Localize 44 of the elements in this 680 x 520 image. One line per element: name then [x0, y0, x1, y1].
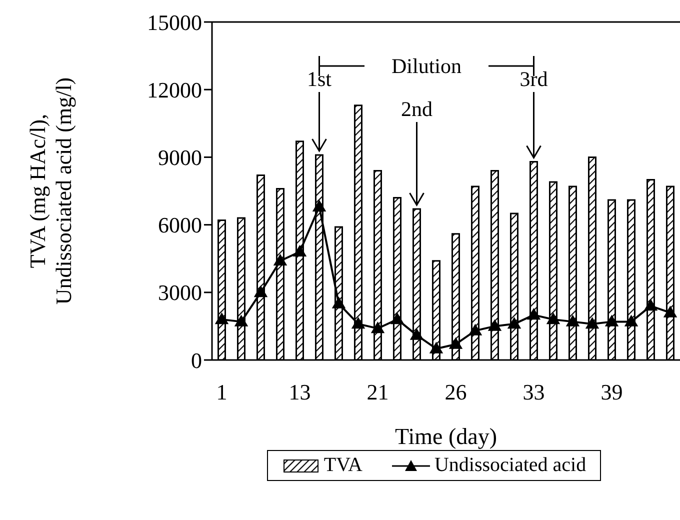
- point: [527, 308, 540, 320]
- point: [586, 317, 599, 329]
- y-tick-label: 0: [191, 348, 202, 373]
- point: [390, 312, 404, 324]
- y-tick-label: 9000: [158, 145, 202, 170]
- x-tick-label: 21: [366, 380, 389, 405]
- legend-label: TVA: [322, 454, 362, 477]
- point: [449, 338, 462, 349]
- y-tick-label: 15000: [147, 10, 202, 35]
- point: [312, 200, 326, 212]
- point: [234, 315, 248, 326]
- annotation: 3rd: [520, 67, 548, 91]
- point: [468, 324, 482, 336]
- annotation: Dilution: [391, 54, 462, 78]
- point: [352, 317, 365, 329]
- point: [644, 299, 658, 311]
- point: [254, 286, 268, 298]
- annotation: 1st: [306, 67, 332, 91]
- point: [332, 297, 346, 308]
- point: [488, 320, 502, 331]
- x-tick-label: 26: [444, 380, 467, 405]
- point: [430, 342, 443, 354]
- y-axis-title: TVA (mg HAc/l), Undissociated acid (mg/l): [25, 77, 76, 305]
- point: [508, 317, 521, 329]
- x-tick-label: 13: [288, 380, 311, 405]
- point: [566, 315, 580, 326]
- y-tick-label: 12000: [147, 77, 202, 102]
- y-tick-label: 3000: [158, 280, 202, 306]
- x-tick-label: 39: [600, 380, 623, 405]
- point: [546, 312, 560, 324]
- point: [293, 245, 306, 257]
- y-tick-label: 6000: [158, 212, 202, 238]
- point: [664, 306, 677, 318]
- point: [624, 315, 638, 326]
- point: [274, 254, 287, 266]
- point: [410, 328, 424, 340]
- x-tick-label: 1: [216, 380, 228, 405]
- point: [371, 322, 384, 334]
- x-axis-title: Time (day): [394, 424, 498, 449]
- point: [605, 315, 618, 326]
- x-tick-label: 33: [522, 380, 545, 405]
- point: [215, 312, 228, 324]
- legend-label: Undissociated acid: [433, 454, 586, 477]
- annotation: 2nd: [401, 97, 433, 121]
